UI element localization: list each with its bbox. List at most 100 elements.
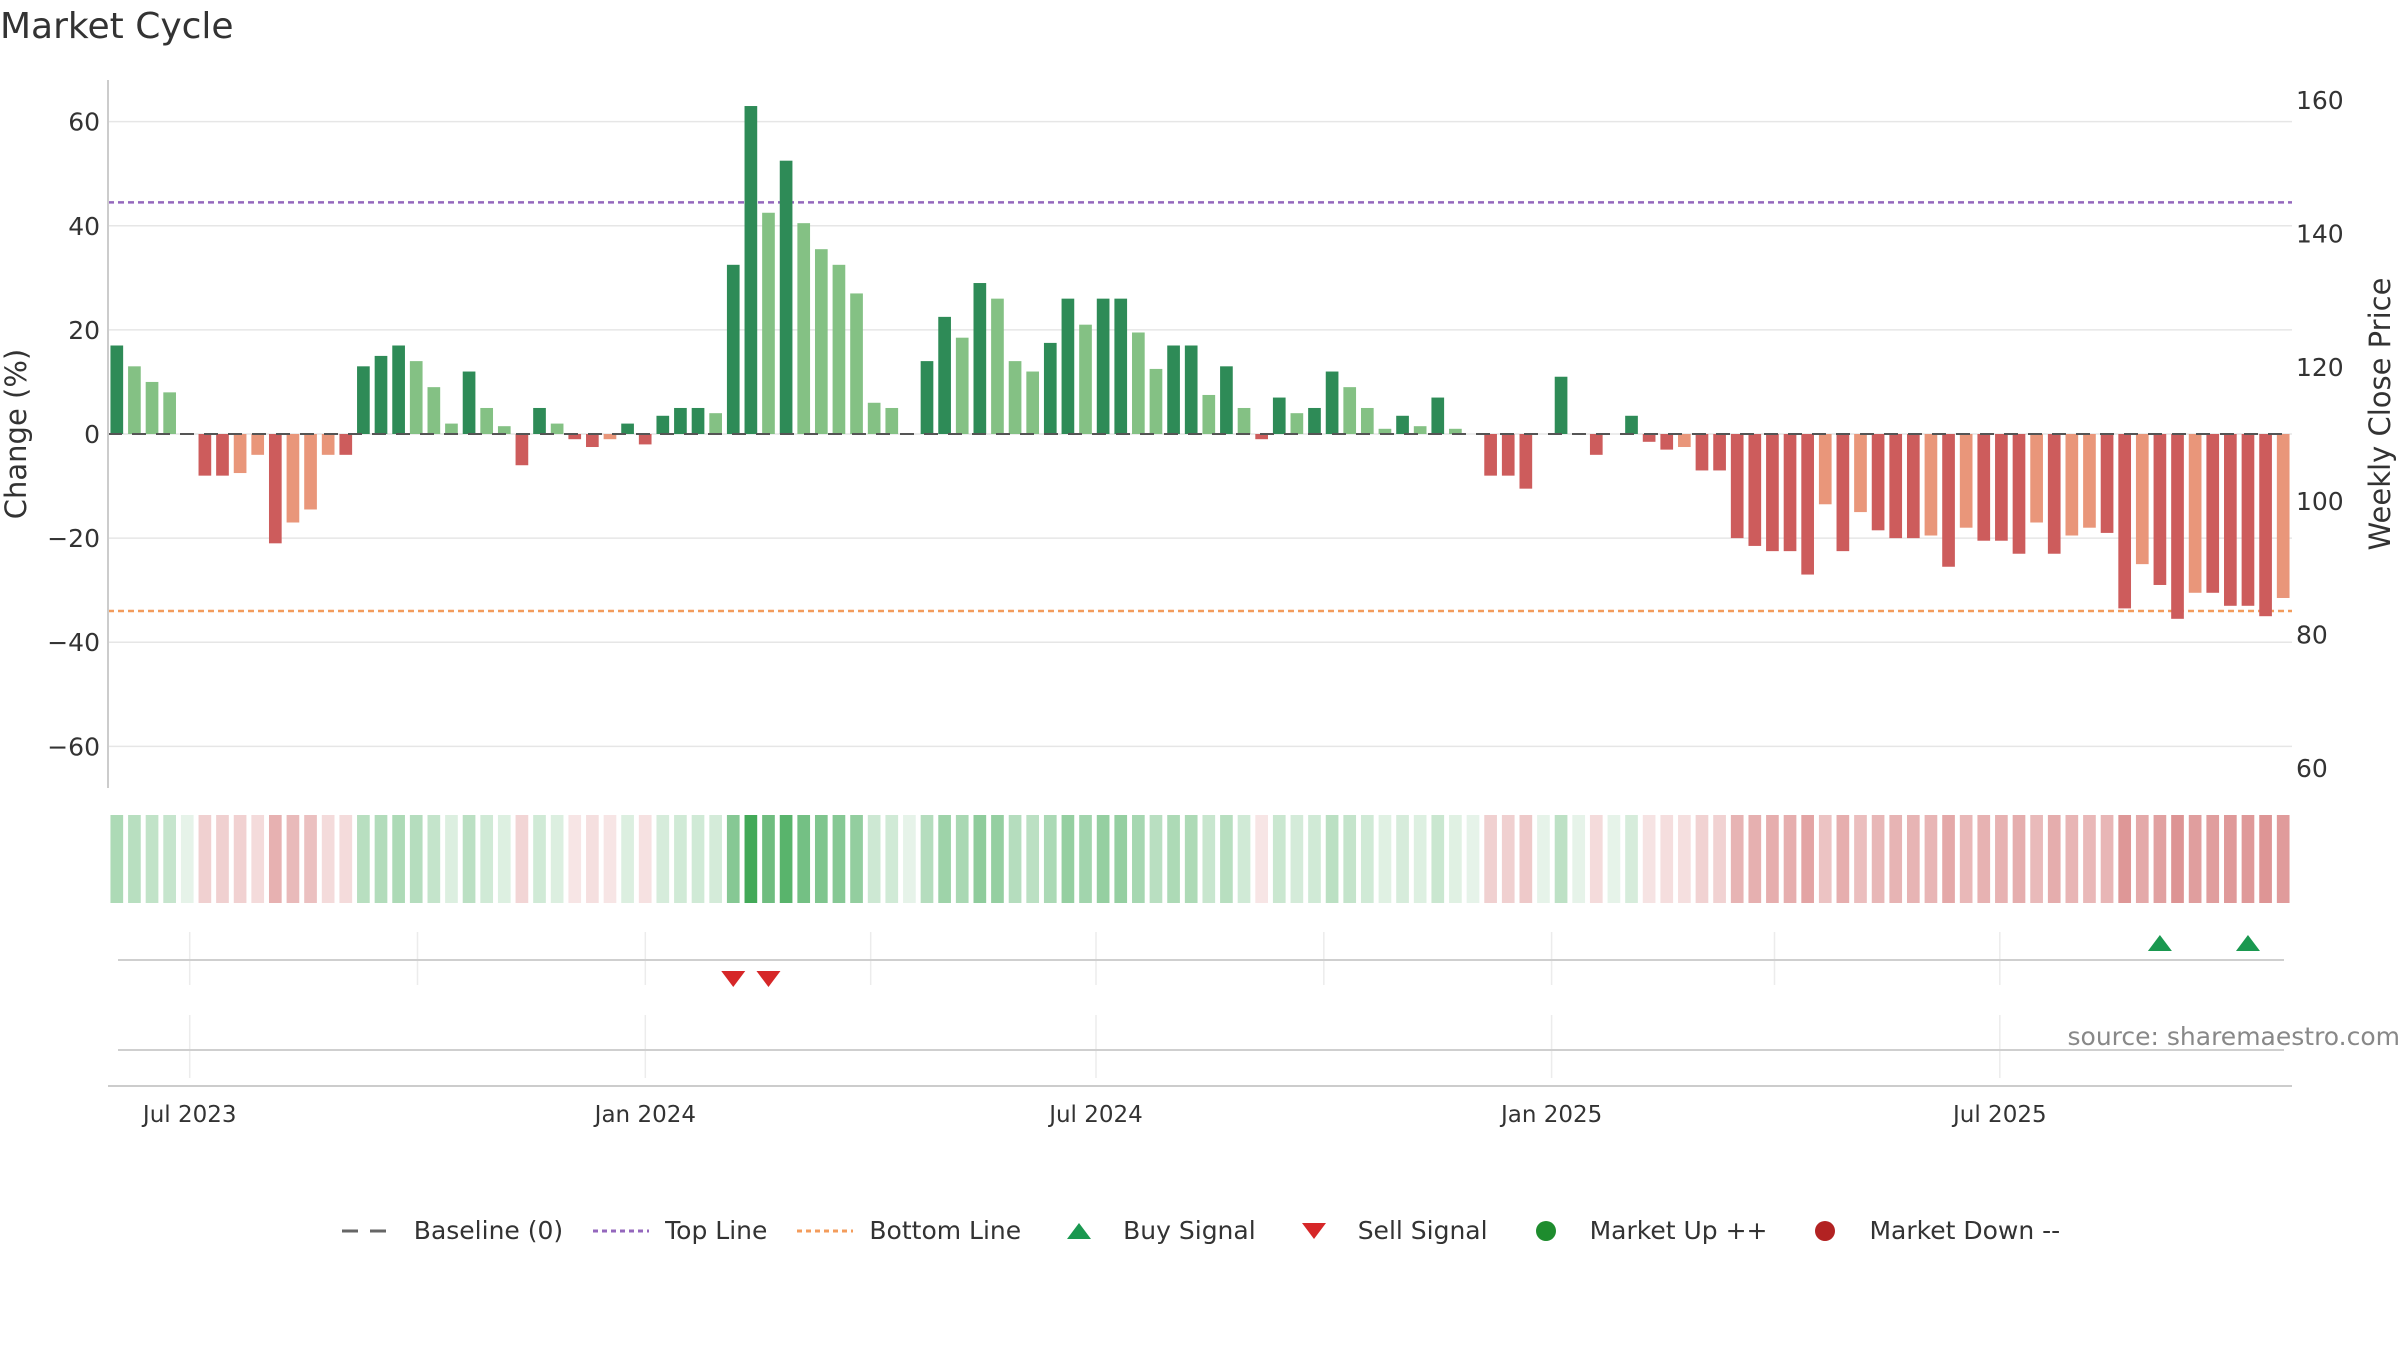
bar <box>1220 366 1233 434</box>
heat-cell <box>339 815 353 903</box>
y-tick-label-right: 80 <box>2296 620 2328 649</box>
heat-cell <box>726 815 740 903</box>
legend-symbol-dotted <box>593 1229 650 1232</box>
bar <box>533 407 546 434</box>
heat-cell <box>1889 815 1903 903</box>
heat-cell <box>1906 815 1920 903</box>
heat-cell <box>445 815 458 903</box>
heat-cell <box>1184 815 1198 903</box>
heat-cell <box>762 815 775 903</box>
heat-cell <box>268 815 282 903</box>
bar <box>885 407 899 434</box>
x-tick-label: Jan 2025 <box>1499 1102 1602 1128</box>
x-tick-label: Jan 2024 <box>593 1102 696 1128</box>
legend-label: Market Up ++ <box>1589 1216 1768 1245</box>
bar <box>480 407 494 434</box>
heat-cell <box>1713 815 1726 903</box>
bar <box>1167 345 1180 434</box>
heat-cell <box>1149 815 1163 903</box>
legend-item: Bottom Line <box>795 1216 1021 1245</box>
heat-cell <box>1079 815 1092 903</box>
heat-cell <box>1484 815 1497 903</box>
bar <box>2083 434 2096 528</box>
y-tick-label-right: 60 <box>2296 754 2328 783</box>
heat-cell <box>1413 815 1427 903</box>
heat-cell <box>691 815 705 903</box>
heat-cell <box>1396 815 1409 903</box>
bar <box>1836 434 1850 552</box>
bar <box>1519 434 1533 489</box>
heat-cell <box>779 815 793 903</box>
x-axis: Jul 2023 Jan 2024 Jul 2024 Jan 2025 Jul 2025 <box>108 1085 2292 1128</box>
heat-cell <box>1237 815 1251 903</box>
heat-cell <box>2188 815 2202 903</box>
heat-cell <box>1096 815 1110 903</box>
bar <box>1449 428 1462 434</box>
bar <box>1766 434 1779 552</box>
heat-cell <box>1572 815 1586 903</box>
heat-cell <box>973 815 987 903</box>
bar <box>1378 428 1392 434</box>
heat-cell <box>1008 815 1022 903</box>
heat-cell <box>1255 815 1268 903</box>
heat-cell <box>128 815 141 903</box>
reference-lines <box>108 201 2292 613</box>
heat-cell <box>110 815 124 903</box>
heat-cell <box>2083 815 2096 903</box>
heat-cell <box>1678 815 1691 903</box>
y-axis-title-right: Weekly Close Price <box>2363 278 2397 551</box>
bar <box>145 381 159 434</box>
bar <box>1079 324 1092 434</box>
heat-cell <box>409 815 423 903</box>
heat-cell <box>1043 815 1057 903</box>
bar <box>339 434 353 455</box>
heat-cell <box>1466 815 1480 903</box>
heat-cell <box>1114 815 1128 903</box>
heat-cell <box>1730 815 1744 903</box>
heat-cell <box>321 815 335 903</box>
sell-signal-marker <box>756 971 781 987</box>
bar <box>2276 434 2290 598</box>
legend-symbol-circle <box>1535 1220 1556 1241</box>
bar <box>1695 434 1709 471</box>
bar <box>1801 434 1814 575</box>
bar <box>1255 434 1268 440</box>
bar <box>1660 434 1674 450</box>
bar <box>1995 434 2008 541</box>
bar <box>1977 434 1991 541</box>
heat-cell <box>568 815 582 903</box>
heat-cell <box>286 815 300 903</box>
bar <box>357 366 370 434</box>
heat-cell <box>1519 815 1533 903</box>
heat-cell <box>216 815 229 903</box>
bar <box>1325 371 1339 434</box>
bar <box>814 249 828 434</box>
bar <box>110 345 124 434</box>
legend-label: Sell Signal <box>1357 1216 1488 1245</box>
heat-cell <box>180 815 194 903</box>
heat-cell <box>1801 815 1814 903</box>
bar <box>762 212 775 434</box>
heat-cell <box>1642 815 1656 903</box>
bar <box>1043 342 1057 434</box>
bar <box>2188 434 2202 593</box>
bar <box>1589 434 1603 455</box>
bar <box>1184 345 1198 434</box>
bar <box>1026 371 1040 434</box>
bar <box>1959 434 1973 528</box>
bar <box>286 434 300 523</box>
heat-cell <box>603 815 617 903</box>
heat-cell <box>1942 815 1955 903</box>
legend-item: Top Line <box>591 1216 767 1245</box>
bar <box>1730 434 1744 539</box>
heat-cell <box>145 815 159 903</box>
bar <box>2118 434 2132 609</box>
bar <box>374 355 388 434</box>
heat-cell <box>832 815 846 903</box>
bar <box>2135 434 2149 565</box>
bar <box>1906 434 1920 539</box>
heat-cell <box>674 815 687 903</box>
legend-symbol-triangle-down <box>1301 1222 1326 1239</box>
heat-cell <box>621 815 634 903</box>
legend-label: Market Down -- <box>1869 1216 2061 1245</box>
